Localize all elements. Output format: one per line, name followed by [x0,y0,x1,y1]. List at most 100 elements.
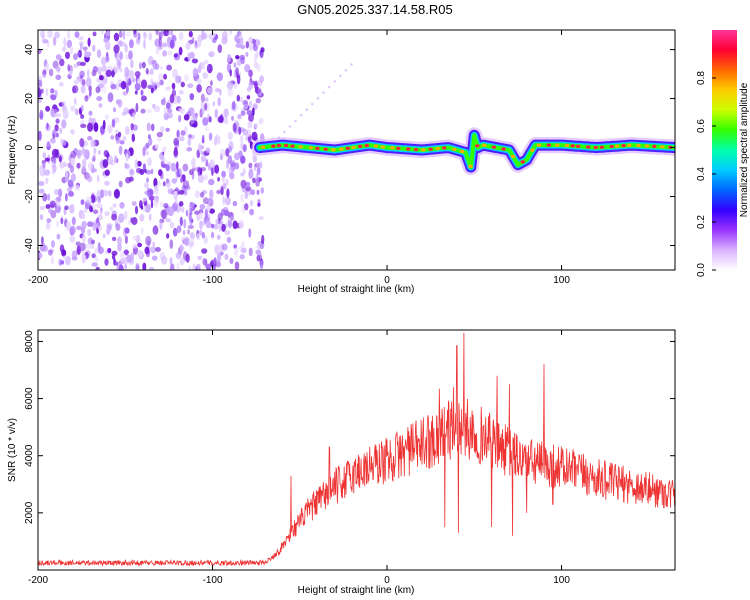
noise-speckle [215,218,219,225]
noise-speckle [105,69,112,78]
noise-speckle [205,159,209,167]
noise-speckle [123,107,130,115]
noise-speckle [239,96,244,103]
noise-speckle [232,122,237,133]
noise-speckle [232,200,238,207]
noise-speckle [204,126,210,132]
noise-speckle [137,249,143,258]
noise-speckle [189,134,195,140]
spectrogram-panel: -200 -100 0 100 40 20 0 -20 -40 Height of strai… [7,29,676,295]
noise-speckle [200,155,207,163]
x-tick-label: -100 [203,575,223,586]
snr-y-label: SNR (10 * v/v) [7,418,18,482]
noise-speckle [118,145,123,155]
noise-speckle [144,246,150,255]
noise-speckle [179,245,185,251]
noise-speckle [137,32,141,41]
noise-speckle [191,58,199,64]
ridge-peak-dot [390,146,395,150]
noise-speckle [182,163,189,172]
noise-speckle [145,151,149,156]
ridge-peak-dot [442,146,447,150]
noise-speckle [41,236,44,245]
noise-speckle [188,265,192,270]
noise-speckle [203,235,208,245]
noise-speckle [226,236,232,244]
noise-speckle [93,147,97,155]
noise-speckle [79,70,85,78]
noise-speckle [232,220,238,230]
noise-speckle [155,30,160,36]
noise-speckle [261,234,265,245]
noise-speckle [118,180,123,188]
colorbar-tick-label: 0.8 [696,71,707,85]
noise-speckle [248,36,253,44]
noise-speckle [208,51,215,58]
ridge-peak-dot [652,144,657,148]
noise-speckle [248,113,254,123]
colorbar-gradient [712,30,737,270]
noise-speckle [182,180,190,189]
noise-speckle [112,107,117,113]
noise-speckle [69,235,76,243]
noise-speckle [172,68,178,79]
noise-speckle [130,217,133,223]
x-tick-label: 100 [553,575,570,586]
noise-speckle [175,75,181,84]
noise-speckle [131,201,137,206]
noise-speckle [91,239,95,245]
noise-speckle [198,143,202,153]
noise-speckle [222,30,228,41]
noise-speckle [205,220,212,229]
noise-speckle [224,230,231,236]
ridge-peak-dot [482,143,487,147]
noise-speckle [160,65,163,71]
noise-speckle [192,164,196,169]
noise-speckle [161,42,168,48]
noise-speckle [206,87,213,95]
noise-speckle [134,82,141,91]
noise-speckle [189,169,194,176]
noise-speckle [38,252,43,259]
noise-speckle [132,235,138,241]
noise-speckle [194,190,200,199]
noise-speckle [130,123,134,131]
noise-speckle [203,174,208,181]
noise-speckle [116,59,121,66]
noise-speckle [111,236,117,242]
faint-trace-dot [339,74,342,78]
noise-speckle [80,123,87,129]
noise-speckle [236,94,240,102]
noise-speckle [160,125,165,133]
noise-speckle [110,83,117,90]
noise-speckle [223,108,229,118]
noise-speckle [212,264,216,270]
noise-speckle [140,108,146,114]
noise-speckle [71,216,76,226]
faint-trace-dot [277,136,281,140]
noise-speckle [231,115,234,122]
noise-speckle [222,182,227,190]
noise-speckle [55,149,60,159]
noise-speckle [76,149,83,156]
noise-speckle [217,116,223,123]
noise-speckle [56,233,61,240]
noise-speckle [147,84,153,89]
noise-speckle [213,257,217,266]
noise-speckle [178,201,184,207]
noise-speckle [184,126,187,132]
noise-speckle [91,262,98,267]
noise-speckle [233,247,239,256]
ridge-peak-dot [520,160,525,164]
noise-speckle [150,199,154,209]
noise-speckle [259,50,264,59]
noise-speckle [159,79,164,86]
noise-speckle [224,253,229,261]
noise-speckle [162,146,167,153]
noise-speckle [233,62,237,68]
snr-y-ticks: 8000 6000 4000 2000 [24,330,675,524]
x-tick-label: -100 [203,275,223,286]
ridge-peak-dot [501,147,506,151]
noise-speckle [242,128,249,136]
noise-speckle [84,95,89,102]
